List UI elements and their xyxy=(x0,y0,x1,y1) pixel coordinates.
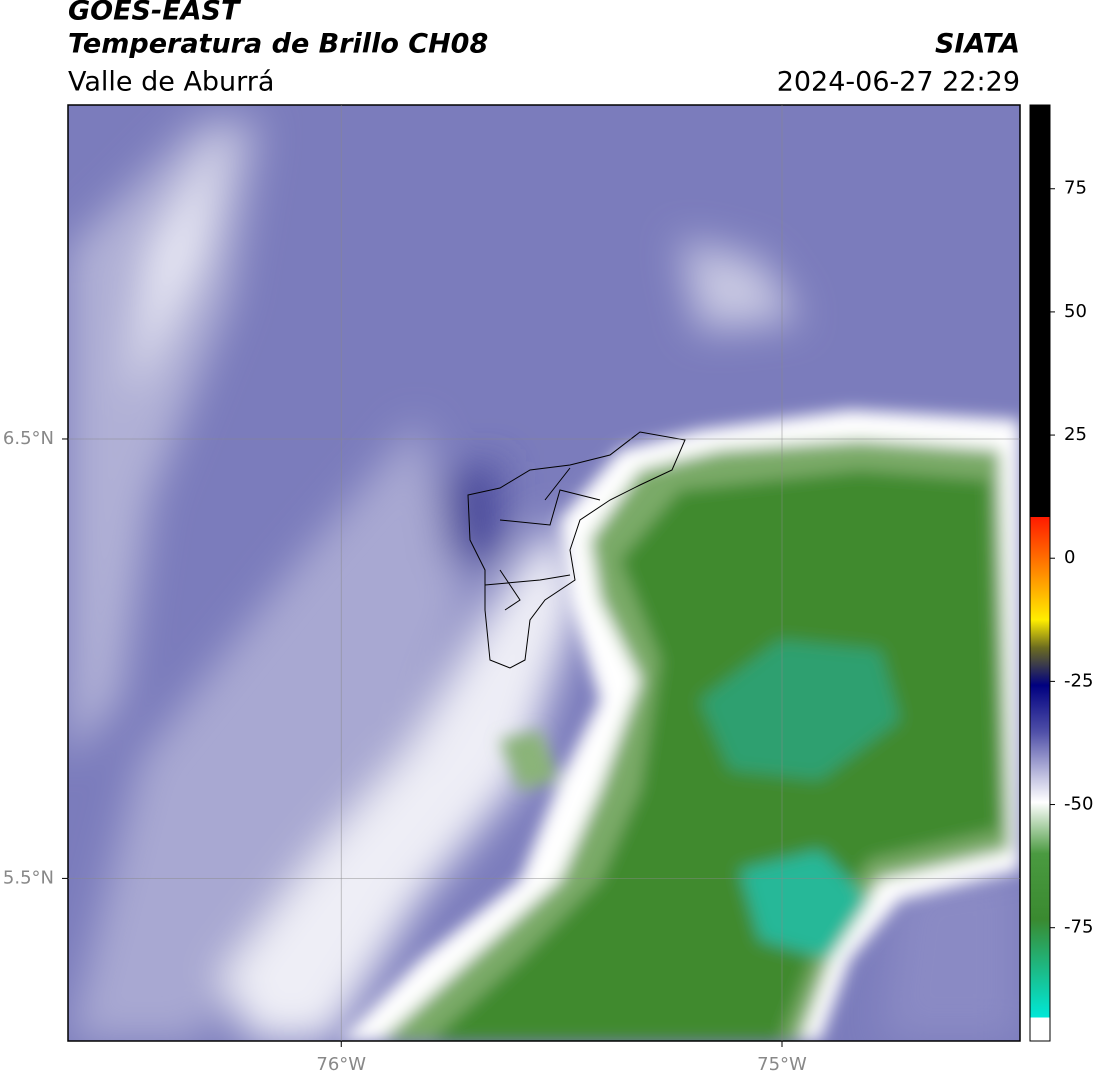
colorbar-tick-label: 0 xyxy=(1064,547,1075,568)
municipal-boundaries xyxy=(467,431,686,669)
x-tick-label: 75°W xyxy=(757,1054,807,1075)
colorbar-tick-label: -25 xyxy=(1064,670,1093,691)
title: GOES-EAST xyxy=(68,0,242,27)
satellite-image xyxy=(68,105,1020,1041)
colorbar-tick-label: 75 xyxy=(1064,178,1087,199)
region: Valle de Aburrá xyxy=(68,67,274,98)
x-tick-label: 76°W xyxy=(316,1054,366,1075)
colorbar-tick-label: -75 xyxy=(1064,917,1093,938)
colorbar-tick-label: 25 xyxy=(1064,424,1087,445)
map-frame xyxy=(67,104,1021,1042)
y-tick-label: 6.5°N xyxy=(3,428,54,449)
y-tick-label: 5.5°N xyxy=(3,867,54,888)
datetime: 2024-06-27 22:29 xyxy=(777,67,1020,98)
colorbar-tick-label: -50 xyxy=(1064,794,1093,815)
colorbar-tick-label: 50 xyxy=(1064,301,1087,322)
source: SIATA xyxy=(935,29,1020,60)
subtitle: Temperatura de Brillo CH08 xyxy=(68,29,488,60)
colorbar xyxy=(1029,104,1051,1042)
